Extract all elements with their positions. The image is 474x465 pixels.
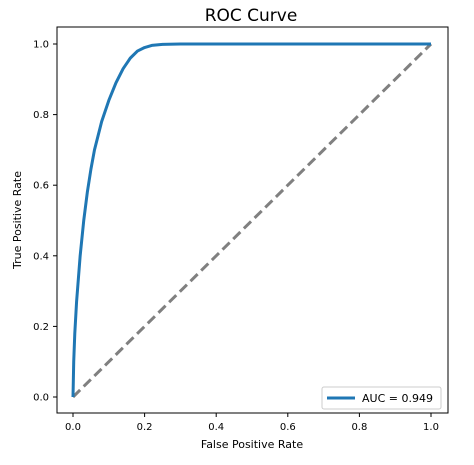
y-tick-label: 0.4 — [33, 251, 49, 262]
chance-diagonal-line — [71, 42, 433, 399]
legend-box — [321, 386, 442, 410]
y-tick-label: 0.6 — [33, 181, 49, 192]
x-tick-label: 0.6 — [280, 422, 296, 433]
x-axis-label: False Positive Rate — [201, 438, 303, 451]
y-axis-label: True Positive Rate — [11, 171, 24, 270]
x-tick-label: 0.4 — [208, 422, 224, 433]
x-tick-label: 0.2 — [137, 422, 153, 433]
y-tick-label: 0.0 — [33, 393, 49, 404]
x-axis-ticks: 0.0 0.2 0.4 0.6 0.8 1.0 — [65, 413, 439, 433]
x-tick-label: 1.0 — [423, 422, 439, 433]
y-tick-label: 0.2 — [33, 322, 49, 333]
x-tick-label: 0.0 — [65, 422, 81, 433]
y-tick-label: 1.0 — [33, 40, 49, 51]
legend-label: AUC = 0.949 — [362, 392, 433, 405]
series-layer — [71, 42, 433, 399]
y-tick-label: 0.8 — [33, 110, 49, 121]
y-axis-ticks: 0.0 0.2 0.4 0.6 0.8 1.0 — [33, 40, 57, 404]
roc-curve-line — [71, 42, 431, 398]
legend: AUC = 0.949 — [321, 386, 442, 410]
chart-title: ROC Curve — [205, 6, 298, 26]
x-tick-label: 0.8 — [351, 422, 367, 433]
